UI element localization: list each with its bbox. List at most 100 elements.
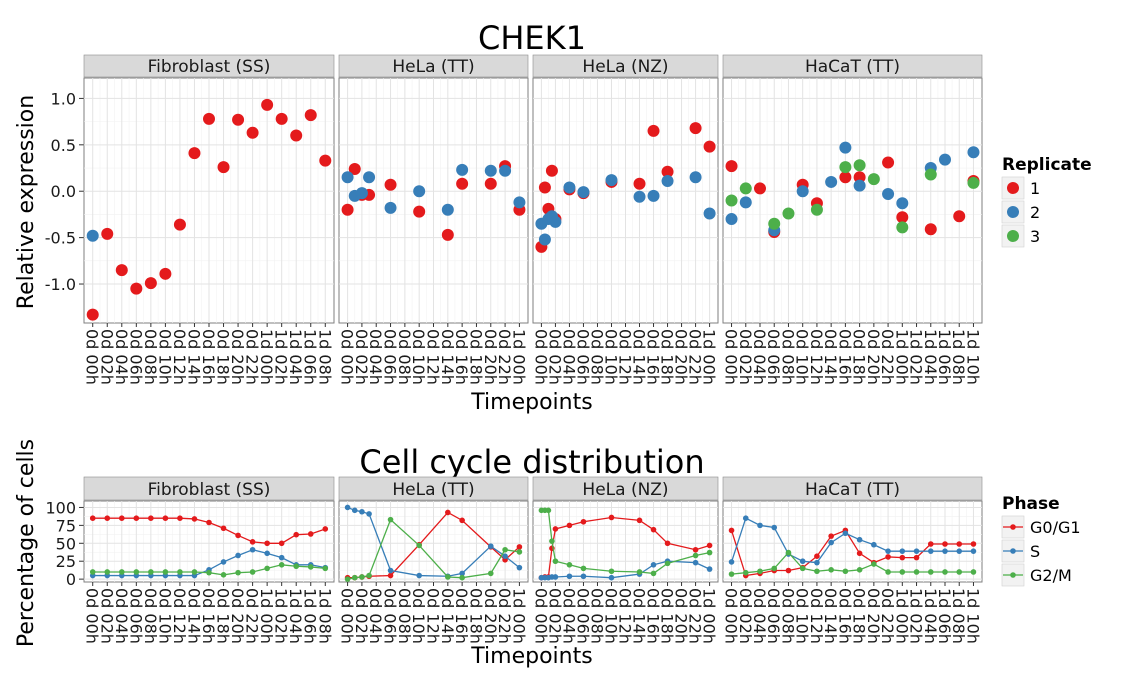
series-point-g0-g1: [692, 546, 699, 553]
data-point-replicate-2: [689, 171, 702, 184]
series-point-g0-g1: [307, 531, 314, 537]
series-point-g2-m: [636, 569, 643, 575]
series-point-g2-m: [387, 516, 394, 523]
top-ylabel: Relative expression: [14, 95, 39, 309]
series-point-g2-m: [757, 568, 763, 575]
series-point-g2-m: [728, 571, 735, 577]
series-point-s: [366, 511, 372, 517]
x-tick-label: 0d 12h: [424, 329, 443, 385]
facet-strip-label: Fibroblast (SS): [148, 480, 271, 500]
facet-strip: [722, 476, 983, 501]
legend-marker-2: [1007, 206, 1019, 218]
series-point-s: [771, 524, 778, 531]
x-tick-label: 0d 08h: [395, 588, 414, 644]
series-point-s: [885, 548, 891, 554]
x-tick-label: 0d 18h: [658, 329, 677, 385]
x-tick-label: 0d 20h: [864, 588, 883, 644]
series-point-g0-g1: [118, 515, 125, 522]
series-point-s: [692, 559, 699, 566]
data-point-replicate-1: [703, 140, 716, 153]
series-point-s: [842, 530, 849, 537]
series-point-s: [608, 574, 615, 581]
series-point-g2-m: [293, 563, 300, 570]
x-tick-label: 0d 20h: [672, 329, 691, 385]
x-tick-label: 1d 06h: [301, 329, 320, 385]
legend-label-s: S: [1030, 542, 1040, 561]
data-point-replicate-3: [839, 161, 852, 174]
series-point-g0-g1: [828, 533, 834, 539]
data-point-replicate-1: [246, 126, 259, 139]
data-point-replicate-3: [896, 221, 909, 234]
series-point-g2-m: [742, 569, 749, 576]
data-point-replicate-3: [867, 173, 880, 186]
series-point-s: [650, 561, 657, 568]
series-point-g2-m: [133, 569, 140, 575]
data-point-replicate-1: [882, 156, 895, 169]
x-tick-label: 0d 02h: [352, 588, 371, 644]
series-point-g2-m: [552, 558, 559, 565]
x-tick-label: 0d 10h: [793, 329, 812, 385]
data-point-replicate-2: [384, 201, 397, 214]
x-tick-label: 0d 22h: [878, 329, 897, 385]
x-tick-label: 0d 20h: [228, 329, 247, 385]
legend-label-3: 3: [1030, 227, 1040, 246]
series-point-g0-g1: [177, 515, 183, 522]
data-point-replicate-2: [605, 174, 618, 187]
data-point-replicate-2: [967, 146, 980, 159]
series-point-g2-m: [650, 570, 657, 577]
data-point-replicate-1: [545, 164, 558, 177]
x-tick-label: 0d 16h: [199, 588, 218, 644]
x-tick-label: 0d 00h: [722, 329, 741, 385]
series-point-s: [706, 566, 713, 572]
data-point-replicate-2: [703, 207, 716, 220]
data-point-replicate-2: [538, 233, 551, 246]
series-point-g0-g1: [264, 540, 270, 547]
series-point-g0-g1: [664, 540, 671, 547]
data-point-replicate-3: [725, 194, 738, 207]
x-tick-label: 0d 16h: [452, 329, 471, 385]
series-point-g2-m: [249, 569, 256, 575]
x-tick-label: 0d 02h: [97, 588, 116, 644]
series-point-g2-m: [566, 561, 573, 568]
x-tick-label: 1d 00h: [700, 588, 719, 644]
x-tick-label: 0d 02h: [545, 329, 564, 385]
x-tick-label: 0d 08h: [587, 588, 606, 644]
facet-strip-label: Fibroblast (SS): [148, 57, 271, 77]
x-tick-label: 1d 08h: [315, 329, 334, 385]
x-tick-label: 0d 22h: [243, 329, 262, 385]
replicate-legend: Replicate 1 2 3: [1001, 155, 1092, 248]
series-point-g0-g1: [387, 572, 394, 579]
series-point-g2-m: [580, 565, 587, 572]
series-point-s: [970, 548, 977, 554]
series-point-s: [927, 548, 934, 554]
data-point-replicate-1: [217, 161, 230, 174]
data-point-replicate-3: [782, 207, 795, 220]
series-point-g2-m: [191, 569, 198, 575]
series-point-g2-m: [89, 569, 96, 575]
data-point-replicate-1: [348, 162, 361, 175]
data-point-replicate-1: [484, 177, 497, 190]
series-point-g0-g1: [608, 514, 615, 521]
series-point-g2-m: [956, 569, 963, 575]
series-point-g2-m: [322, 565, 329, 572]
x-tick-label: 0d 18h: [214, 588, 233, 644]
x-tick-label: 0d 20h: [672, 588, 691, 644]
x-tick-label: 0d 04h: [112, 329, 131, 385]
series-point-g0-g1: [235, 532, 241, 539]
x-tick-label: 0d 00h: [338, 329, 357, 385]
series-point-g2-m: [549, 538, 555, 544]
series-point-g2-m: [307, 564, 314, 570]
series-point-g0-g1: [650, 526, 657, 533]
series-point-g0-g1: [445, 509, 451, 516]
data-point-replicate-1: [538, 181, 551, 194]
series-point-g2-m: [885, 569, 891, 575]
data-point-replicate-2: [577, 186, 590, 199]
legend-marker-g0-g1: [1010, 524, 1016, 530]
series-point-g0-g1: [728, 527, 735, 534]
data-point-replicate-1: [101, 227, 114, 240]
series-point-g2-m: [664, 560, 671, 567]
top-xlabel: Timepoints: [470, 390, 592, 415]
x-tick-label: 1d 06h: [935, 329, 954, 385]
